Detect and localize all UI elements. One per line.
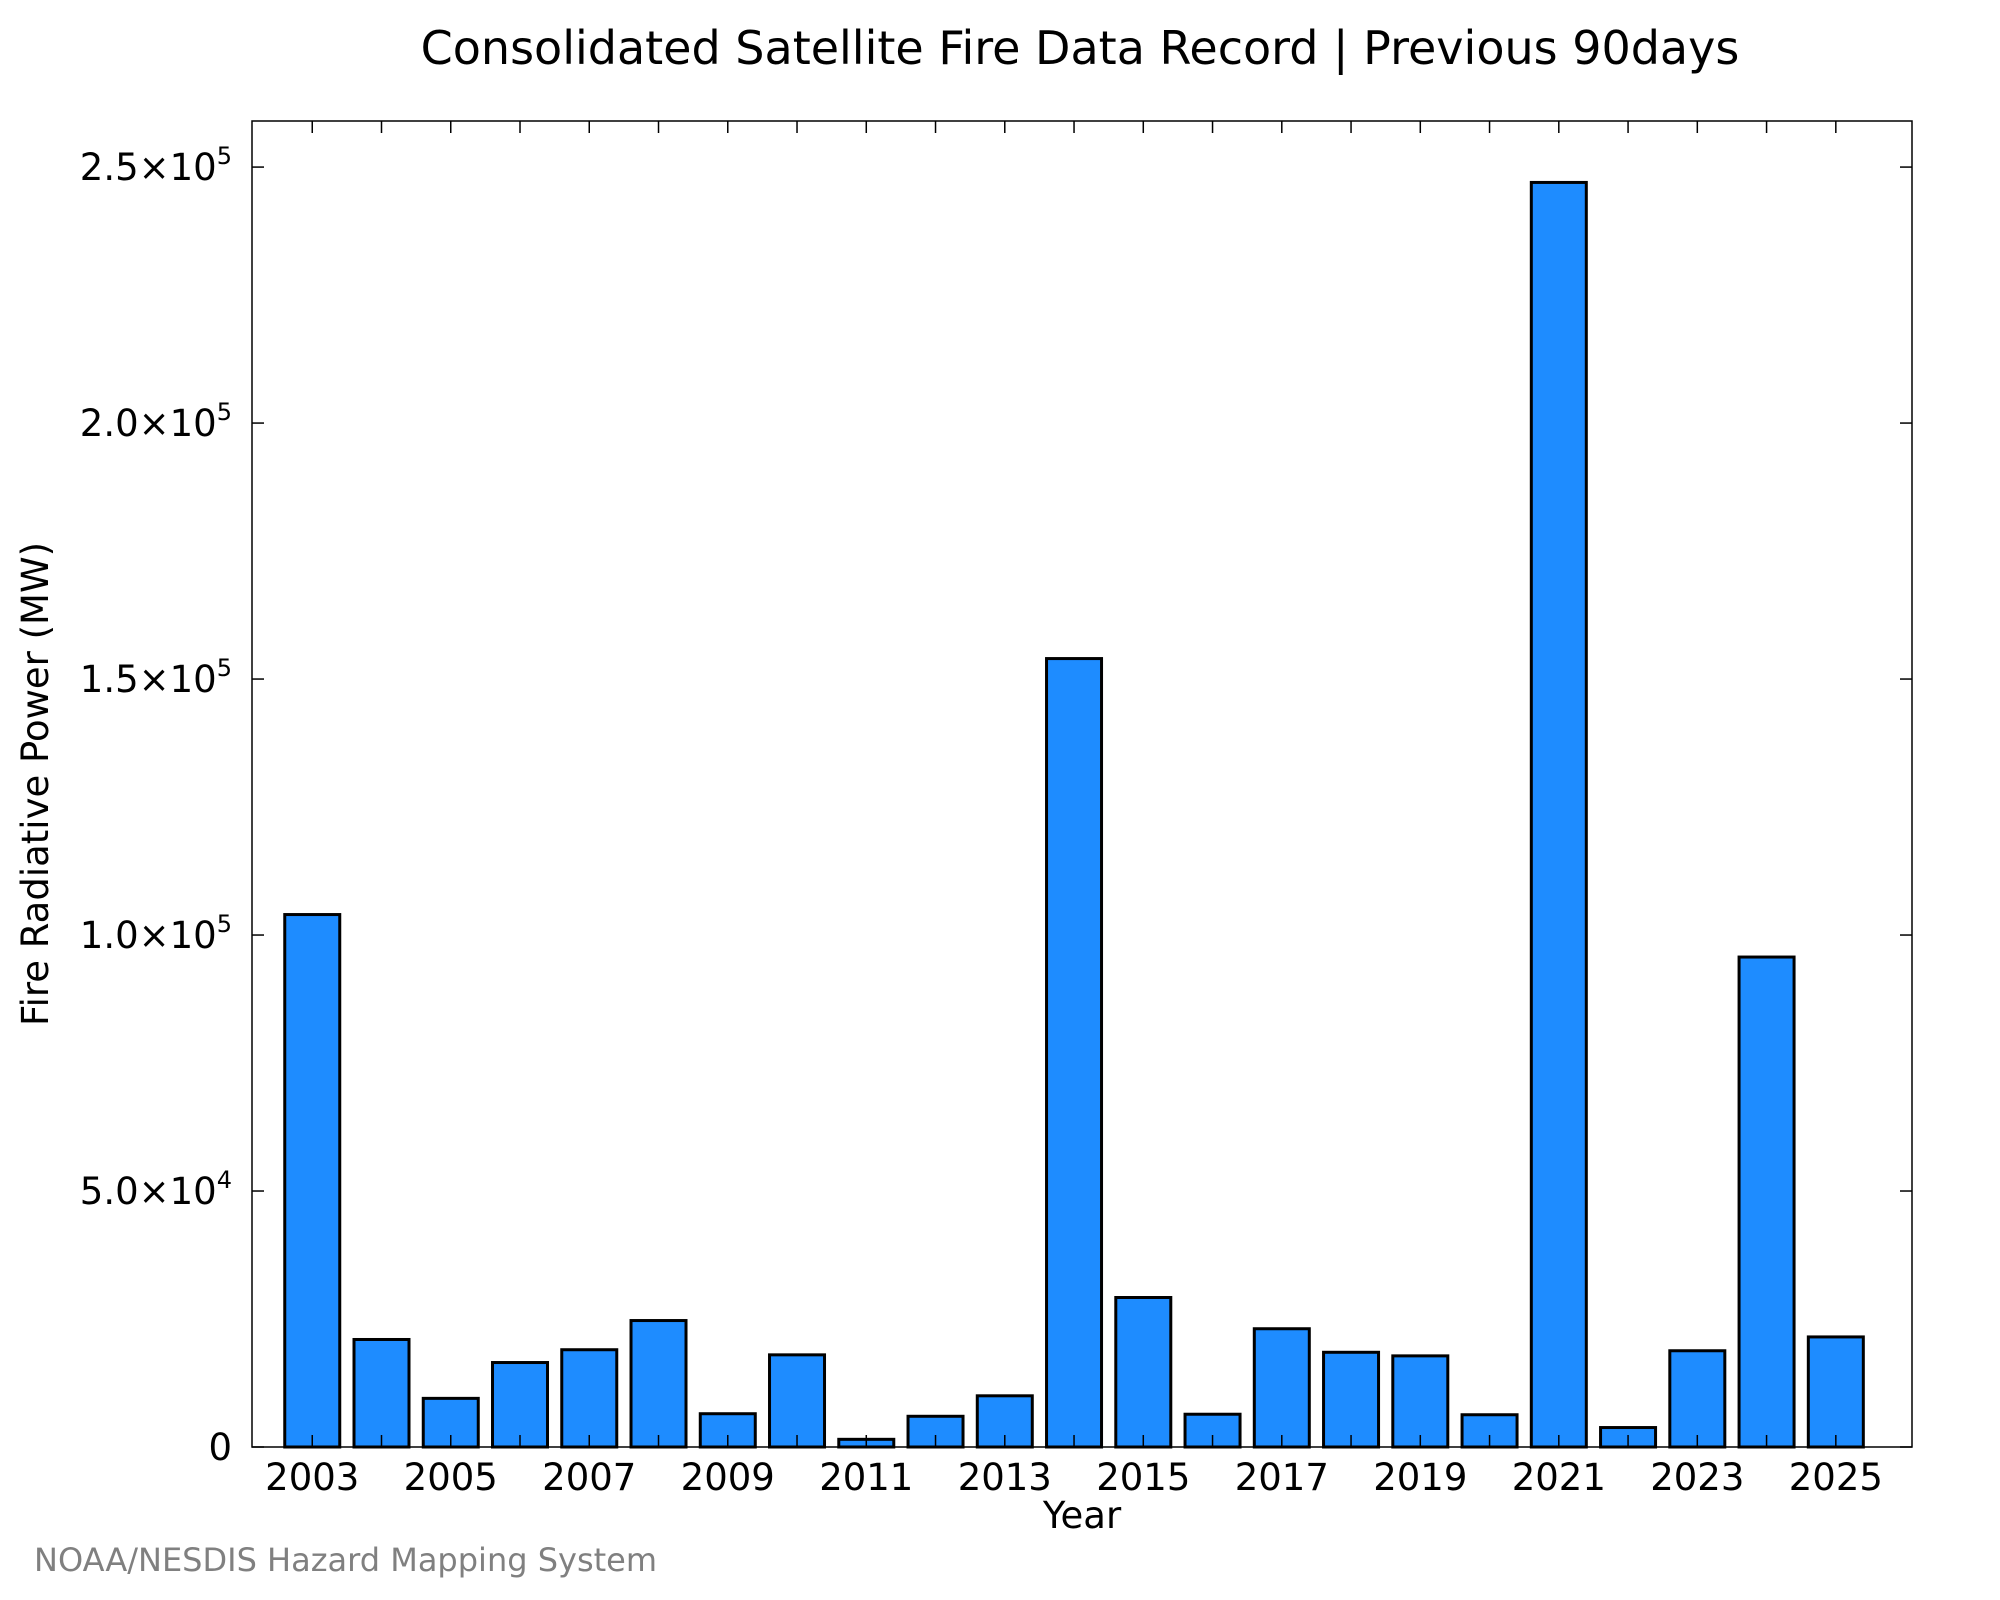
bar-2023 [1668, 1349, 1727, 1449]
bars-group [283, 180, 1865, 1449]
x-tick-label: 2007 [542, 1456, 636, 1499]
bar-2004 [352, 1337, 411, 1449]
bar-2014 [1045, 657, 1104, 1449]
x-axis-title: Year [1042, 1494, 1122, 1537]
chart-title: Consolidated Satellite Fire Data Record … [421, 21, 1740, 76]
x-tick-label: 2025 [1789, 1456, 1883, 1499]
x-tick-label: 2013 [958, 1456, 1052, 1499]
x-axis: 2003 2005 2007 2009 2011 2013 2015 2017 2019 2021… [265, 121, 1883, 1499]
bar-2018 [1322, 1350, 1381, 1449]
bar-2021 [1529, 180, 1588, 1449]
bar-2008 [629, 1319, 688, 1449]
y-tick-label: 2.5×105 [80, 142, 232, 189]
y-tick-label: 5.0×104 [80, 1166, 232, 1213]
y-tick-label: 0 [208, 1426, 232, 1469]
plot-frame [251, 120, 1913, 1448]
y-tick-label: 1.0×105 [80, 910, 232, 957]
credit-text: NOAA/NESDIS Hazard Mapping System [34, 1541, 657, 1579]
y-tick-label: 1.5×105 [80, 654, 232, 701]
x-tick-label: 2005 [404, 1456, 498, 1499]
bar-2006 [491, 1361, 550, 1449]
y-axis-title: Fire Radiative Power (MW) [14, 542, 57, 1026]
x-tick-label: 2021 [1512, 1456, 1606, 1499]
x-tick-label: 2009 [681, 1456, 775, 1499]
bar-2024 [1737, 955, 1796, 1449]
x-tick-label: 2019 [1373, 1456, 1467, 1499]
x-tick-label: 2003 [265, 1456, 359, 1499]
bar-2003 [283, 913, 342, 1449]
x-tick-label: 2011 [819, 1456, 913, 1499]
y-axis: 0 5.0×104 1.0×105 1.5×105 2.0×105 2.5×105 [80, 142, 1912, 1469]
y-tick-label: 2.0×105 [80, 398, 232, 445]
x-tick-label: 2023 [1650, 1456, 1744, 1499]
bar-2017 [1252, 1327, 1311, 1449]
bar-2019 [1391, 1354, 1450, 1449]
bar-2015 [1114, 1296, 1173, 1449]
bar-2025 [1806, 1335, 1865, 1449]
x-tick-label: 2017 [1235, 1456, 1329, 1499]
x-tick-label: 2015 [1096, 1456, 1190, 1499]
bar-2010 [768, 1353, 827, 1449]
bar-2007 [560, 1348, 619, 1449]
